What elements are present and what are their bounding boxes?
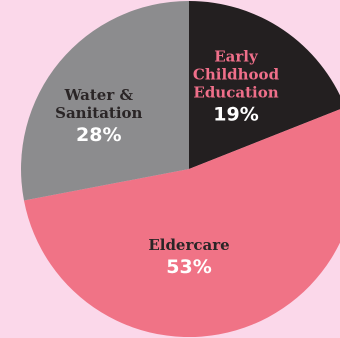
pie-slice xyxy=(189,1,340,169)
slice-label: Water & xyxy=(64,86,134,104)
slice-label: Sanitation xyxy=(55,104,142,122)
slice-label: Early xyxy=(214,48,259,66)
pie-slice xyxy=(23,109,340,337)
slice-label: Education xyxy=(193,84,278,102)
slice-value-label: 53% xyxy=(166,256,211,278)
pie-slices xyxy=(21,1,340,337)
slice-label: Childhood xyxy=(193,66,280,84)
pie-slice xyxy=(21,1,189,201)
slice-value-label: 19% xyxy=(213,104,258,126)
slice-value-label: 28% xyxy=(76,124,121,146)
slice-label: Eldercare xyxy=(148,236,229,254)
